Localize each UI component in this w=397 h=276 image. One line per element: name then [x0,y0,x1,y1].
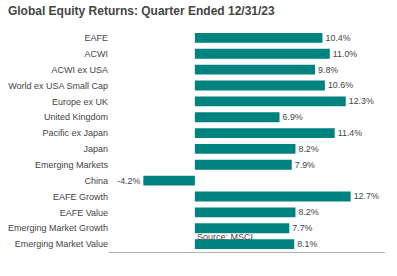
svg-text:ACWI ex USA: ACWI ex USA [51,65,108,75]
svg-text:Japan: Japan [83,144,108,154]
svg-text:Global Equity Returns: Quarter: Global Equity Returns: Quarter Ended 12/… [8,4,275,18]
svg-text:EAFE Growth: EAFE Growth [53,192,108,202]
svg-text:Pacific ex Japan: Pacific ex Japan [42,128,108,138]
svg-text:China: China [84,176,108,186]
svg-text:Source: MSCI: Source: MSCI [197,232,253,242]
svg-text:10.4%: 10.4% [325,33,350,43]
svg-text:7.9%: 7.9% [295,160,315,170]
svg-text:EAFE Value: EAFE Value [60,208,108,218]
svg-text:7.7%: 7.7% [292,223,312,233]
svg-text:World ex USA Small Cap: World ex USA Small Cap [8,81,108,91]
svg-text:6.9%: 6.9% [283,112,303,122]
svg-text:11.4%: 11.4% [338,128,363,138]
svg-text:Europe ex UK: Europe ex UK [52,97,108,107]
svg-text:Emerging Market Value: Emerging Market Value [15,239,108,249]
svg-text:12.3%: 12.3% [349,96,374,106]
svg-text:Emerging Market Growth: Emerging Market Growth [8,223,108,233]
svg-text:10.6%: 10.6% [328,80,353,90]
svg-text:United Kingdom: United Kingdom [44,112,108,122]
svg-text:-4.2%: -4.2% [117,176,140,186]
svg-text:8.1%: 8.1% [297,239,317,249]
svg-text:12.7%: 12.7% [354,191,379,201]
svg-text:8.2%: 8.2% [298,207,318,217]
svg-text:EAFE: EAFE [84,33,108,43]
svg-text:ACWI: ACWI [85,49,109,59]
svg-text:Emerging Markets: Emerging Markets [35,160,109,170]
svg-text:8.2%: 8.2% [298,144,318,154]
svg-text:9.8%: 9.8% [318,65,338,75]
svg-text:11.0%: 11.0% [333,49,358,59]
